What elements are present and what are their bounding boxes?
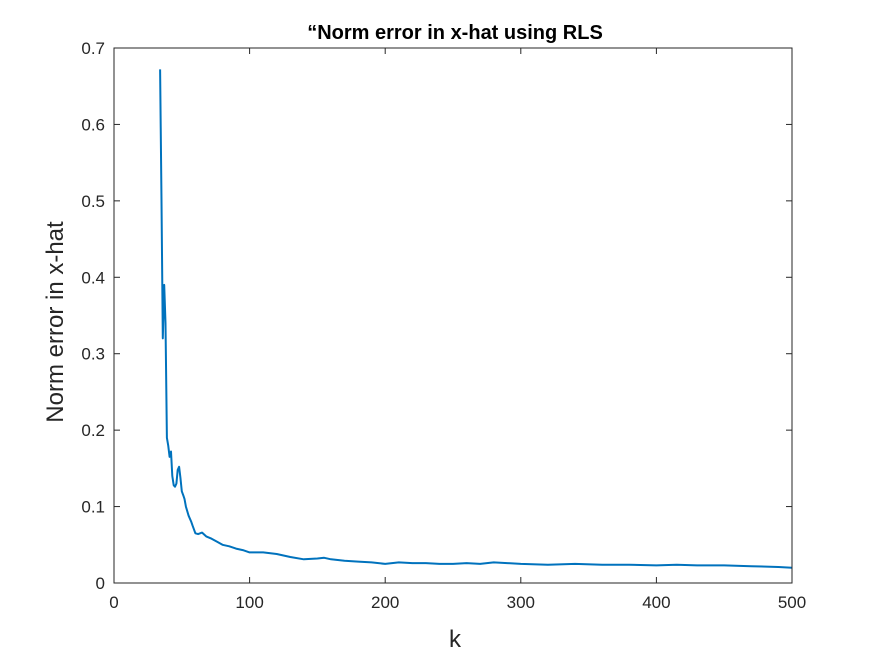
x-tick-label: 300 bbox=[507, 593, 535, 612]
x-tick-label: 500 bbox=[778, 593, 806, 612]
y-tick-label: 0.1 bbox=[81, 498, 105, 517]
y-axis-ticks: 0 0.1 0.2 0.3 0.4 0.5 0.6 0.7 bbox=[81, 39, 792, 593]
x-tick-label: 0 bbox=[109, 593, 118, 612]
x-axis-ticks: 0 100 200 300 400 500 bbox=[109, 48, 806, 612]
y-tick-label: 0.7 bbox=[81, 39, 105, 58]
x-tick-label: 400 bbox=[642, 593, 670, 612]
y-tick-label: 0.5 bbox=[81, 192, 105, 211]
series-line bbox=[159, 69, 793, 569]
y-tick-label: 0.3 bbox=[81, 345, 105, 364]
y-axis-label: Norm error in x-hat bbox=[42, 221, 69, 423]
x-axis-label: k bbox=[449, 626, 462, 653]
y-tick-label: 0.2 bbox=[81, 421, 105, 440]
y-tick-label: 0 bbox=[96, 574, 105, 593]
plot-area-frame bbox=[113, 47, 793, 584]
y-tick-label: 0.6 bbox=[81, 115, 105, 134]
y-tick-label: 0.4 bbox=[81, 268, 105, 287]
chart-title: “Norm error in x-hat using RLS bbox=[307, 22, 603, 44]
x-tick-label: 200 bbox=[371, 593, 399, 612]
x-tick-label: 100 bbox=[235, 593, 263, 612]
